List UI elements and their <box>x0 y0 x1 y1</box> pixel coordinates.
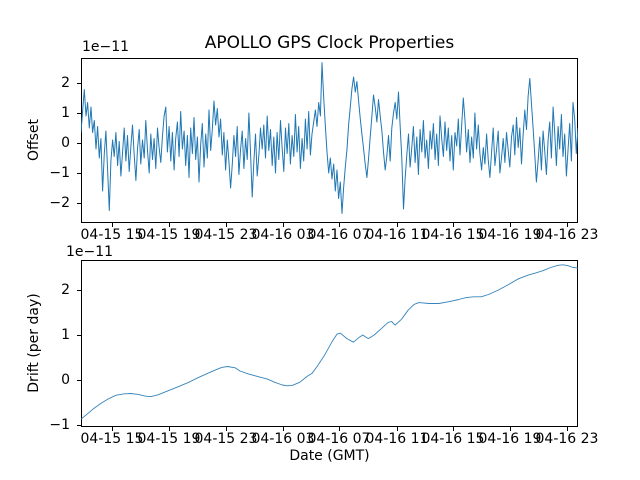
x-tick-label: 04-16 19 <box>478 431 542 447</box>
x-tick-mark <box>283 427 284 431</box>
x-tick-mark <box>453 223 454 227</box>
offset-axis-exponent-label: 1e−11 <box>82 39 130 55</box>
y-tick-label: −1 <box>49 417 70 433</box>
drift-axis-exponent-label: 1e−11 <box>66 244 114 260</box>
x-tick-mark <box>567 427 568 431</box>
y-tick-mark <box>77 425 81 426</box>
y-tick-mark <box>77 335 81 336</box>
x-tick-label: 04-16 11 <box>365 227 429 243</box>
x-tick-mark <box>112 223 113 227</box>
x-tick-label: 04-16 23 <box>535 431 599 447</box>
x-tick-mark <box>339 427 340 431</box>
x-tick-label: 04-16 15 <box>421 227 485 243</box>
x-tick-mark <box>226 427 227 431</box>
x-tick-label: 04-16 07 <box>307 227 371 243</box>
x-tick-mark <box>453 427 454 431</box>
offset-series-plot <box>81 62 578 214</box>
y-tick-label: −2 <box>49 195 70 211</box>
x-tick-mark <box>339 223 340 227</box>
chart-title: APOLLO GPS Clock Properties <box>204 33 455 53</box>
x-tick-mark <box>567 223 568 227</box>
x-tick-mark <box>226 223 227 227</box>
x-tick-mark <box>397 427 398 431</box>
x-tick-label: 04-16 23 <box>535 227 599 243</box>
x-tick-label: 04-15 23 <box>194 431 258 447</box>
x-tick-label: 04-16 03 <box>251 227 315 243</box>
y-tick-label: 1 <box>61 327 70 343</box>
y-tick-label: 2 <box>61 282 70 298</box>
x-tick-mark <box>283 223 284 227</box>
x-tick-mark <box>510 427 511 431</box>
x-tick-label: 04-16 07 <box>307 431 371 447</box>
xlabel-date-gmt: Date (GMT) <box>289 448 370 464</box>
y-tick-mark <box>77 290 81 291</box>
y-tick-mark <box>77 113 81 114</box>
y-tick-mark <box>77 203 81 204</box>
drift-subplot <box>81 260 578 427</box>
y-tick-label: 0 <box>61 135 70 151</box>
x-tick-mark <box>169 223 170 227</box>
x-tick-label: 04-15 15 <box>80 431 144 447</box>
y-tick-label: 1 <box>61 105 70 121</box>
x-tick-mark <box>169 427 170 431</box>
offset-series-line <box>81 62 578 214</box>
drift-series-line <box>81 264 578 420</box>
y-tick-label: 0 <box>61 372 70 388</box>
x-tick-label: 04-16 15 <box>421 431 485 447</box>
y-tick-label: −1 <box>49 165 70 181</box>
drift-series-plot <box>81 264 578 420</box>
x-tick-label: 04-15 23 <box>194 227 258 243</box>
x-tick-label: 04-16 11 <box>365 431 429 447</box>
x-tick-label: 04-15 19 <box>137 431 201 447</box>
y-tick-mark <box>77 143 81 144</box>
x-tick-label: 04-16 19 <box>478 227 542 243</box>
x-tick-mark <box>112 427 113 431</box>
x-tick-label: 04-15 19 <box>137 227 201 243</box>
x-tick-mark <box>397 223 398 227</box>
y-tick-mark <box>77 173 81 174</box>
y-tick-mark <box>77 83 81 84</box>
y-tick-mark <box>77 380 81 381</box>
x-tick-label: 04-15 15 <box>80 227 144 243</box>
y-tick-label: 2 <box>61 75 70 91</box>
offset-subplot <box>81 58 578 223</box>
x-tick-label: 04-16 03 <box>251 431 315 447</box>
x-tick-mark <box>510 223 511 227</box>
